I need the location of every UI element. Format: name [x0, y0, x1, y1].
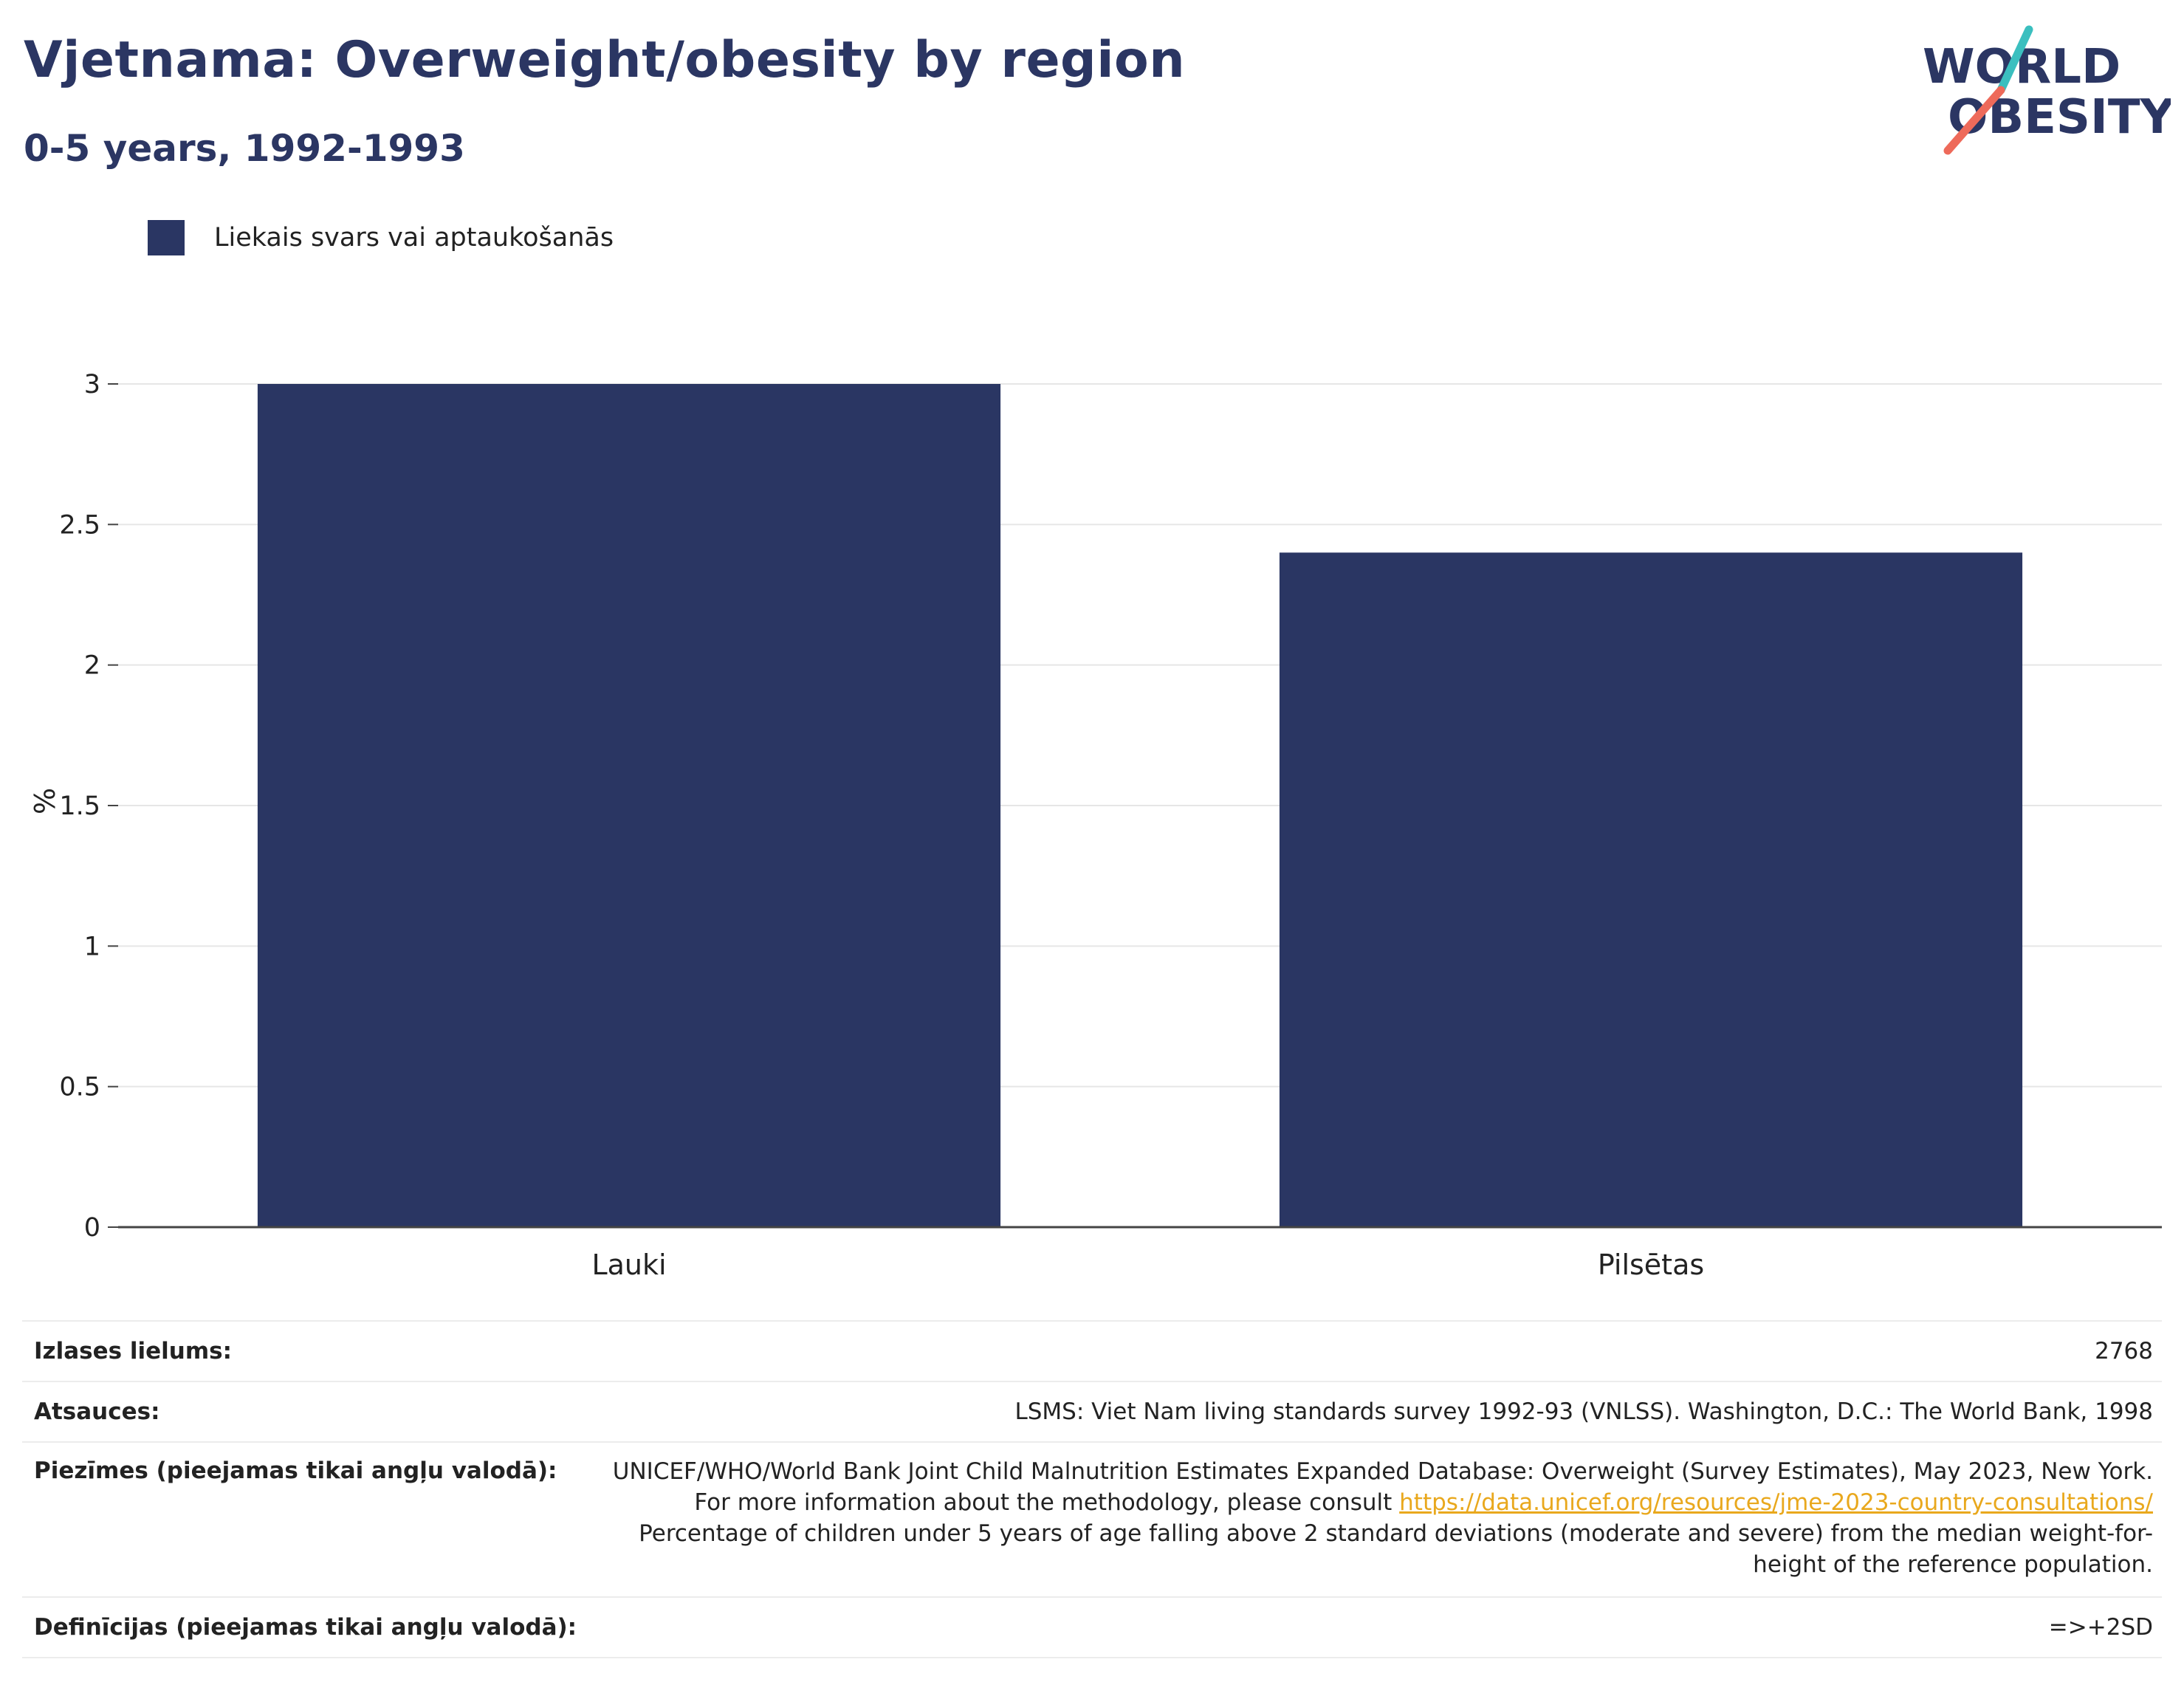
notes-label: Piezīmes (pieejamas tikai angļu valodā): — [34, 1458, 557, 1484]
notes-text-2: Percentage of children under 5 years of … — [639, 1520, 2153, 1578]
footer-row-sample-size: Izlases lielums: 2768 — [22, 1320, 2162, 1381]
sample-size-label: Izlases lielums: — [34, 1338, 232, 1364]
definitions-label: Definīcijas (pieejamas tikai angļu valod… — [34, 1614, 577, 1641]
chart-title: Vjetnama: Overweight/obesity by region — [24, 31, 1186, 89]
y-tick-label: 0 — [84, 1213, 100, 1243]
bar — [257, 384, 1001, 1227]
chart-footer: Izlases lielums: 2768 Atsauces: LSMS: Vi… — [22, 1320, 2162, 1658]
chart-subtitle: 0-5 years, 1992-1993 — [24, 127, 465, 170]
sample-size-value: 2768 — [2095, 1338, 2153, 1364]
bar — [1279, 552, 2023, 1227]
world-obesity-logo: WORLD OBESITY — [1923, 25, 2171, 155]
notes-text-1: UNICEF/WHO/World Bank Joint Child Malnut… — [612, 1458, 2153, 1516]
bar-chart: 0 0.5 1 1.5 2 2.5 3% Lauki Pilsētas — [29, 370, 2162, 1281]
legend-label[interactable]: Liekais svars vai aptaukošanās — [214, 223, 614, 253]
sources-label: Atsauces: — [34, 1398, 160, 1425]
y-tick-label: 2 — [84, 651, 100, 681]
notes-link[interactable]: https://data.unicef.org/resources/jme-20… — [1399, 1489, 2153, 1516]
y-tick-label: 0.5 — [59, 1073, 100, 1102]
logo-word-obesity: OBESITY — [1948, 90, 2171, 145]
logo-slash-coral — [1943, 86, 2005, 155]
y-axis-label: % — [29, 788, 61, 814]
legend-swatch — [148, 220, 185, 255]
footer-row-notes: Piezīmes (pieejamas tikai angļu valodā):… — [22, 1441, 2162, 1596]
y-tick-label: 1.5 — [59, 792, 100, 821]
footer-row-definitions: Definīcijas (pieejamas tikai angļu valod… — [22, 1596, 2162, 1658]
definitions-value: =>+2SD — [2048, 1614, 2153, 1641]
y-tick-label: 2.5 — [59, 510, 100, 540]
logo-slash-teal — [1996, 25, 2033, 95]
x-tick-label: Pilsētas — [1598, 1249, 1704, 1281]
y-tick-label: 1 — [84, 932, 100, 961]
sources-value: LSMS: Viet Nam living standards survey 1… — [1014, 1398, 2153, 1425]
footer-row-sources: Atsauces: LSMS: Viet Nam living standard… — [22, 1381, 2162, 1441]
x-tick-label: Lauki — [591, 1249, 666, 1281]
y-tick-label: 3 — [84, 370, 100, 399]
notes-value: UNICEF/WHO/World Bank Joint Child Malnut… — [602, 1443, 2162, 1580]
legend: Liekais svars vai aptaukošanās — [148, 220, 614, 255]
